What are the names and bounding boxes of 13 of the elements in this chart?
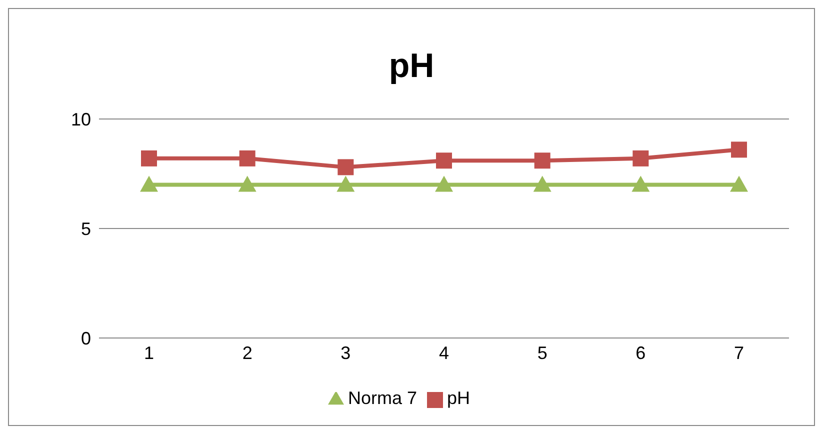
legend-label: pH	[447, 388, 470, 408]
x-tick-label: 6	[636, 342, 646, 363]
legend-label: Norma 7	[348, 388, 417, 408]
x-tick-label: 4	[438, 342, 450, 363]
x-tick-label: 7	[734, 342, 744, 363]
chart-title: pH	[388, 47, 436, 86]
x-tick-label: 2	[242, 342, 252, 363]
y-tick-label: 5	[80, 218, 91, 239]
x-tick-label: 1	[144, 342, 154, 363]
x-tick-label: 5	[537, 342, 548, 363]
y-tick-label: 10	[70, 109, 91, 130]
x-tick-label: 3	[340, 342, 351, 363]
y-tick-label: 0	[80, 328, 91, 348]
